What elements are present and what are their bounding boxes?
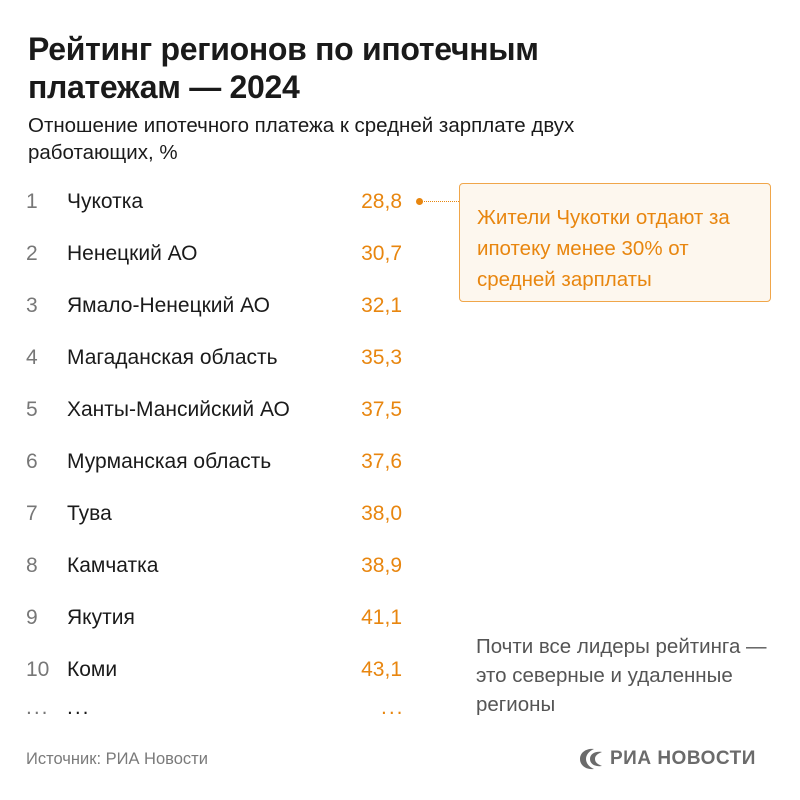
- chart-subtitle: Отношение ипотечного платежа к средней з…: [28, 114, 575, 164]
- row-rank: 7: [26, 502, 38, 525]
- footnote-text: Почти все лидеры рейтинга — это северные…: [476, 635, 767, 716]
- row-region: Ханты-Мансийский АО: [67, 398, 290, 421]
- row-rank: 3: [26, 294, 38, 317]
- row-rank: 6: [26, 450, 38, 473]
- table-row: 2 Ненецкий АО 30,7: [0, 228, 440, 280]
- row-rank: 4: [26, 346, 38, 369]
- row-region: Магаданская область: [67, 346, 278, 369]
- connector-line: [421, 201, 463, 202]
- row-value: 35,3: [361, 346, 402, 369]
- ria-novosti-logo-icon: [580, 748, 602, 770]
- row-region: Тува: [67, 502, 112, 525]
- table-row: 10 Коми 43,1: [0, 644, 440, 696]
- ellipsis-value: ...: [381, 696, 405, 719]
- ellipsis-region: ...: [67, 696, 91, 719]
- connector-dot: [416, 198, 423, 205]
- row-value: 38,0: [361, 502, 402, 525]
- row-region: Ямало-Ненецкий АО: [67, 294, 270, 317]
- row-region: Коми: [67, 658, 118, 681]
- logo-text: РИА НОВОСТИ: [610, 748, 756, 769]
- row-value: 30,7: [361, 242, 402, 265]
- table-row: 8 Камчатка 38,9: [0, 540, 440, 592]
- row-value: 32,1: [361, 294, 402, 317]
- table-row: 4 Магаданская область 35,3: [0, 332, 440, 384]
- table-row: 3 Ямало-Ненецкий АО 32,1: [0, 280, 440, 332]
- row-value: 37,6: [361, 450, 402, 473]
- row-rank: 5: [26, 398, 38, 421]
- table-row: 7 Тува 38,0: [0, 488, 440, 540]
- annotation-connector: [416, 198, 463, 205]
- table-row: 9 Якутия 41,1: [0, 592, 440, 644]
- row-rank: 1: [26, 190, 38, 213]
- row-value: 37,5: [361, 398, 402, 421]
- row-region: Камчатка: [67, 554, 159, 577]
- annotation-callout: Жители Чукотки отдают за ипотеку менее 3…: [459, 183, 771, 302]
- source-label: Источник: РИА Новости: [26, 750, 208, 768]
- row-value: 38,9: [361, 554, 402, 577]
- table-row: 1 Чукотка 28,8: [0, 176, 440, 228]
- row-rank: 2: [26, 242, 38, 265]
- row-rank: 8: [26, 554, 38, 577]
- chart-title: Рейтинг регионов по ипотечным платежам —…: [28, 31, 539, 105]
- ellipsis-rank: ...: [26, 696, 50, 719]
- row-value: 28,8: [361, 190, 402, 213]
- table-row: 5 Ханты-Мансийский АО 37,5: [0, 384, 440, 436]
- row-region: Мурманская область: [67, 450, 272, 473]
- table-row: 6 Мурманская область 37,6: [0, 436, 440, 488]
- ria-novosti-logo: РИА НОВОСТИ: [578, 745, 778, 775]
- row-value: 41,1: [361, 606, 402, 629]
- row-region: Ненецкий АО: [67, 242, 198, 265]
- row-region: Якутия: [67, 606, 135, 629]
- row-region: Чукотка: [67, 190, 144, 213]
- row-value: 43,1: [361, 658, 402, 681]
- row-rank: 9: [26, 606, 38, 629]
- row-rank: 10: [26, 658, 50, 681]
